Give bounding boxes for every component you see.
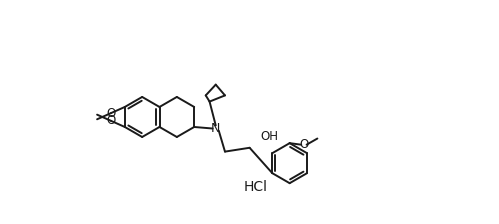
Text: O: O [106,114,116,127]
Text: OH: OH [260,131,278,144]
Text: O: O [106,107,116,120]
Text: O: O [299,138,308,151]
Text: HCl: HCl [244,180,267,194]
Text: N: N [211,122,221,135]
